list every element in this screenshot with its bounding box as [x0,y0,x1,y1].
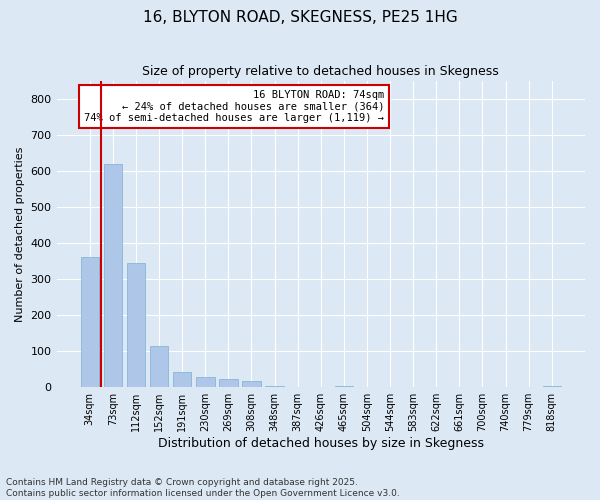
Bar [196,377,215,387]
Bar [173,372,191,387]
Bar [150,346,169,387]
Bar [80,258,99,387]
Bar [265,386,284,387]
Title: Size of property relative to detached houses in Skegness: Size of property relative to detached ho… [142,65,499,78]
Bar [542,386,561,387]
Bar [219,379,238,387]
X-axis label: Distribution of detached houses by size in Skegness: Distribution of detached houses by size … [158,437,484,450]
Bar [104,164,122,387]
Text: 16 BLYTON ROAD: 74sqm
← 24% of detached houses are smaller (364)
74% of semi-det: 16 BLYTON ROAD: 74sqm ← 24% of detached … [84,90,384,123]
Y-axis label: Number of detached properties: Number of detached properties [15,146,25,322]
Bar [127,262,145,387]
Text: 16, BLYTON ROAD, SKEGNESS, PE25 1HG: 16, BLYTON ROAD, SKEGNESS, PE25 1HG [143,10,457,25]
Text: Contains HM Land Registry data © Crown copyright and database right 2025.
Contai: Contains HM Land Registry data © Crown c… [6,478,400,498]
Bar [242,380,261,387]
Bar [335,386,353,387]
